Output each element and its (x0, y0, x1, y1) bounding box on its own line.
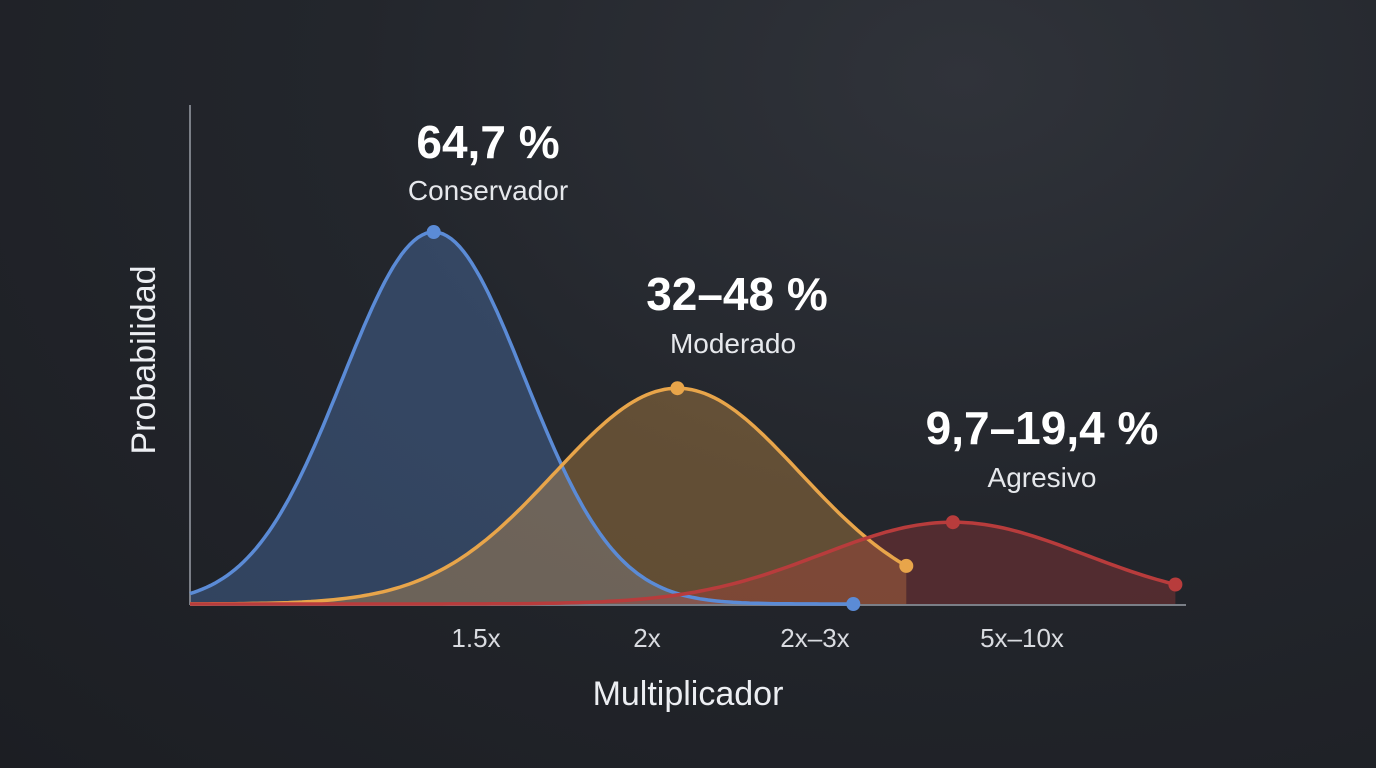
peak-name-agresivo: Agresivo (988, 462, 1097, 493)
end-marker-conservador (846, 597, 861, 611)
peak-value-conservador: 64,7 % (416, 116, 559, 168)
x-tick-label: 2x–3x (780, 623, 849, 653)
x-axis-title: Multiplicador (593, 675, 784, 713)
series-markers (426, 225, 1183, 611)
x-tick-labels: 1.5x 2x 2x–3x 5x–10x (451, 623, 1064, 653)
end-marker-moderado (899, 558, 914, 573)
series-labels: 64,7 % Conservador 32–48 % Moderado 9,7–… (408, 116, 1159, 493)
area-conservador (190, 232, 854, 604)
x-tick-label: 5x–10x (980, 623, 1064, 653)
peak-marker-conservador (426, 225, 441, 239)
peak-value-moderado: 32–48 % (646, 268, 828, 320)
y-axis-title: Probabilidad (125, 265, 163, 454)
peak-marker-moderado (670, 381, 685, 396)
end-marker-agresivo (1168, 577, 1183, 592)
curve-agresivo (190, 520, 1176, 606)
series-lines (189, 230, 1176, 606)
peak-value-agresivo: 9,7–19,4 % (926, 402, 1159, 454)
peak-marker-agresivo (945, 515, 960, 530)
x-tick-label: 1.5x (451, 623, 500, 653)
peak-name-conservador: Conservador (408, 175, 568, 206)
series-areas (190, 232, 1176, 604)
x-tick-label: 2x (633, 623, 660, 653)
curve-moderado (190, 386, 908, 606)
peak-name-moderado: Moderado (670, 328, 796, 359)
area-agresivo (190, 522, 1176, 604)
area-moderado (190, 388, 907, 604)
curve-conservador (189, 230, 854, 606)
